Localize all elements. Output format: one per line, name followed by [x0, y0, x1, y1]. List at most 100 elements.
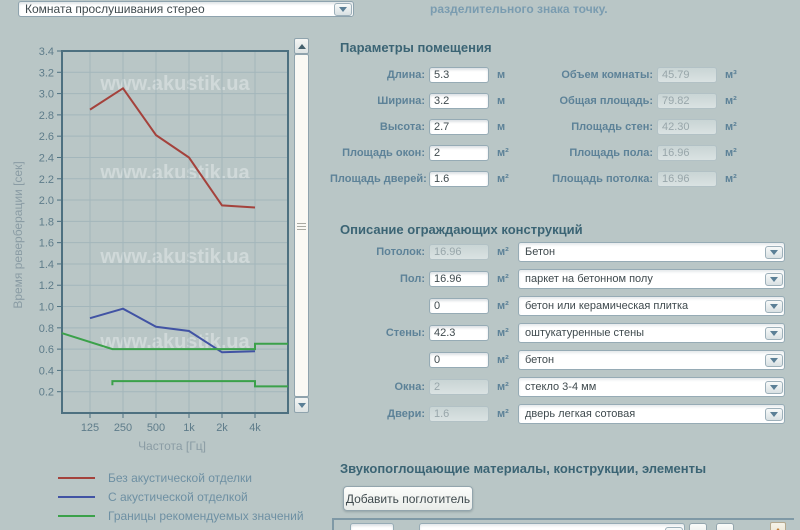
x-tick-label: 250 — [114, 422, 132, 434]
total-area-unit: м² — [725, 95, 737, 107]
y-tick-label: 1.6 — [39, 238, 54, 250]
y-axis-title: Время реверберации [сек] — [11, 161, 25, 308]
chevron-down-icon[interactable] — [765, 299, 783, 313]
absorber-action-button-1[interactable] — [689, 523, 707, 530]
floor-material-value: паркет на бетонном полу — [525, 273, 653, 285]
y-tick-label: 0.2 — [39, 387, 54, 399]
width-input[interactable] — [429, 93, 489, 109]
chart-scrollbar — [294, 38, 309, 413]
windows-area-unit: м² — [497, 147, 509, 159]
doors-area-input — [429, 406, 489, 422]
chevron-down-icon[interactable] — [765, 380, 783, 394]
legend-item: Границы рекомендуемых значений — [58, 506, 304, 525]
floor-material-select[interactable]: паркет на бетонном полу — [518, 269, 785, 289]
doors-material-select[interactable]: дверь легкая сотовая — [518, 404, 785, 424]
walls-2-area-input[interactable] — [429, 352, 489, 368]
floor-2-area-input[interactable] — [429, 298, 489, 314]
walls-area-input[interactable] — [429, 325, 489, 341]
legend-swatch — [58, 495, 95, 498]
floor-area-label: Площадь пола: — [569, 147, 653, 159]
x-axis-title: Частота [Гц] — [138, 439, 206, 453]
chevron-down-icon[interactable] — [765, 272, 783, 286]
y-tick-label: 2.4 — [39, 152, 54, 164]
y-tick-label: 2.2 — [39, 174, 54, 186]
ceiling-label: Потолок: — [376, 246, 425, 258]
absorber-action-button-2[interactable] — [716, 523, 734, 530]
scroll-up-button[interactable] — [294, 38, 309, 54]
chevron-down-icon[interactable] — [665, 526, 683, 530]
walls-material-value: оштукатуренные стены — [525, 327, 645, 339]
width-label: Ширина: — [377, 95, 425, 107]
legend-item: С акустической отделкой — [58, 487, 304, 506]
x-tick-label: 2k — [216, 422, 228, 434]
doors-unit: м² — [497, 408, 509, 420]
absorber-area-input[interactable] — [350, 523, 394, 530]
legend-label: Без акустической отделки — [108, 470, 253, 485]
room-type-value: Комната прослушивания стерео — [25, 2, 205, 16]
windows-material-select[interactable]: стекло 3-4 мм — [518, 377, 785, 397]
absorber-material-select[interactable] — [419, 523, 685, 530]
floor-area-input[interactable] — [429, 271, 489, 287]
y-tick-label: 1.8 — [39, 216, 54, 228]
doors-area-unit: м² — [497, 173, 509, 185]
ceiling-unit: м² — [497, 246, 509, 258]
floor-area-input — [657, 145, 717, 161]
legend-swatch — [58, 514, 95, 517]
add-absorber-button[interactable]: Добавить поглотитель — [343, 486, 473, 511]
chevron-down-icon[interactable] — [765, 326, 783, 340]
ceiling-area-input — [429, 244, 489, 260]
y-tick-label: 0.8 — [39, 323, 54, 335]
series-line-0 — [89, 86, 256, 209]
walls-2-material-value: бетон — [525, 354, 555, 366]
windows-label: Окна: — [394, 381, 426, 393]
y-tick-label: 3.0 — [39, 89, 54, 101]
chevron-down-icon[interactable] — [765, 245, 783, 259]
doors-area-label: Площадь дверей: — [330, 173, 427, 185]
room-volume-input — [657, 67, 717, 83]
windows-unit: м² — [497, 381, 509, 393]
walls-2-material-select[interactable]: бетон — [518, 350, 785, 370]
chevron-down-icon[interactable] — [765, 353, 783, 367]
floor-unit: м² — [497, 273, 509, 285]
windows-area-input[interactable] — [429, 145, 489, 161]
walls-2-unit: м² — [497, 354, 509, 366]
ceiling-material-select[interactable]: Бетон — [518, 242, 785, 262]
watermark-text: www.akustik.ua — [99, 331, 250, 353]
doors-label: Двери: — [387, 408, 425, 420]
height-input[interactable] — [429, 119, 489, 135]
doors-area-input[interactable] — [429, 171, 489, 187]
height-unit: м — [497, 121, 506, 133]
total-area-input — [657, 93, 717, 109]
ceiling-area-input — [657, 171, 717, 187]
x-tick-label: 500 — [147, 422, 165, 434]
walls-area-unit: м² — [725, 121, 737, 133]
walls-label: Стены: — [385, 327, 425, 339]
x-tick-label: 1k — [183, 422, 195, 434]
absorbers-table-edge — [332, 518, 334, 530]
scrollbar-grip-icon — [297, 225, 306, 227]
legend-label: Границы рекомендуемых значений — [108, 508, 304, 523]
length-unit: м — [497, 69, 506, 81]
windows-area-label: Площадь окон: — [342, 147, 425, 159]
room-params-heading: Параметры помещения — [340, 40, 492, 55]
chevron-down-icon[interactable] — [765, 407, 783, 421]
scrollbar-thumb[interactable] — [294, 54, 309, 397]
width-unit: м — [497, 95, 506, 107]
y-tick-label: 1.0 — [39, 302, 54, 314]
walls-material-select[interactable]: оштукатуренные стены — [518, 323, 785, 343]
scroll-down-button[interactable] — [294, 397, 309, 413]
floor-2-unit: м² — [497, 300, 509, 312]
floor-label: Пол: — [399, 273, 425, 285]
windows-material-value: стекло 3-4 мм — [525, 381, 597, 393]
series-line-2 — [111, 380, 288, 388]
absorbers-scroll-up-button[interactable] — [770, 522, 786, 530]
chevron-down-icon[interactable] — [334, 2, 352, 16]
floor-2-material-select[interactable]: бетон или керамическая плитка — [518, 296, 785, 316]
y-tick-label: 0.6 — [39, 344, 54, 356]
length-label: Длина: — [386, 69, 425, 81]
y-tick-label: 2.0 — [39, 195, 54, 207]
room-type-select[interactable]: Комната прослушивания стерео — [18, 1, 354, 17]
legend-swatch — [58, 476, 95, 479]
construction-heading: Описание ограждающих конструкций — [340, 222, 583, 237]
length-input[interactable] — [429, 67, 489, 83]
